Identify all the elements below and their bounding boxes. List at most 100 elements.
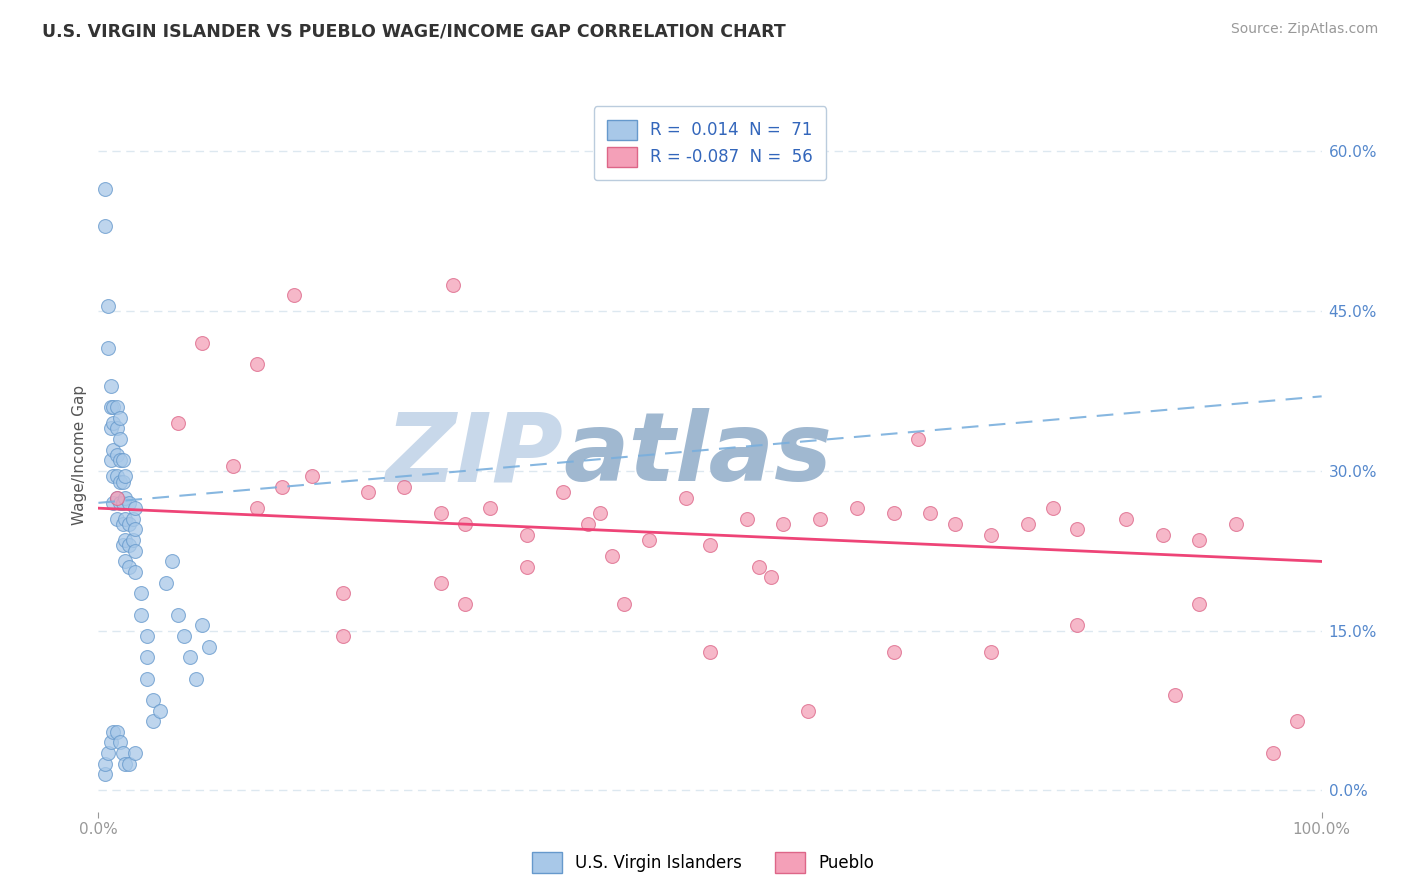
Point xyxy=(100,453,122,467)
Point xyxy=(105,400,128,414)
Point xyxy=(332,629,354,643)
Point xyxy=(761,570,783,584)
Point xyxy=(121,512,143,526)
Point xyxy=(110,735,132,749)
Point xyxy=(114,533,136,548)
Point xyxy=(1164,688,1187,702)
Point xyxy=(167,416,190,430)
Point xyxy=(600,549,623,563)
Point xyxy=(270,480,294,494)
Point xyxy=(101,400,124,414)
Point xyxy=(110,410,132,425)
Point xyxy=(129,607,152,622)
Point xyxy=(1066,618,1088,632)
Point xyxy=(1042,501,1064,516)
Point xyxy=(301,469,323,483)
Point xyxy=(110,496,132,510)
Point xyxy=(1286,714,1309,729)
Point xyxy=(111,538,134,552)
Point xyxy=(454,597,477,611)
Point xyxy=(160,554,183,568)
Point xyxy=(883,507,905,521)
Point xyxy=(430,507,453,521)
Point xyxy=(110,475,132,489)
Point xyxy=(478,501,501,516)
Text: Source: ZipAtlas.com: Source: ZipAtlas.com xyxy=(1230,22,1378,37)
Point xyxy=(589,507,612,521)
Point xyxy=(114,554,136,568)
Point xyxy=(111,496,134,510)
Point xyxy=(124,543,146,558)
Point xyxy=(980,645,1002,659)
Point xyxy=(186,672,208,686)
Text: U.S. VIRGIN ISLANDER VS PUEBLO WAGE/INCOME GAP CORRELATION CHART: U.S. VIRGIN ISLANDER VS PUEBLO WAGE/INCO… xyxy=(42,22,786,40)
Point xyxy=(110,432,132,446)
Point xyxy=(553,485,575,500)
Point xyxy=(124,746,146,760)
Point xyxy=(110,453,132,467)
Point xyxy=(121,533,143,548)
Point xyxy=(430,575,453,590)
Point xyxy=(943,517,966,532)
Point xyxy=(105,421,128,435)
Point xyxy=(797,704,820,718)
Point xyxy=(222,458,245,473)
Point xyxy=(100,735,122,749)
Point xyxy=(576,517,599,532)
Legend: R =  0.014  N =  71, R = -0.087  N =  56: R = 0.014 N = 71, R = -0.087 N = 56 xyxy=(593,106,827,180)
Legend: U.S. Virgin Islanders, Pueblo: U.S. Virgin Islanders, Pueblo xyxy=(524,846,882,880)
Point xyxy=(1261,746,1284,760)
Point xyxy=(97,746,120,760)
Text: ZIP: ZIP xyxy=(385,409,564,501)
Point xyxy=(97,299,120,313)
Point xyxy=(129,586,152,600)
Point xyxy=(246,501,269,516)
Point xyxy=(100,400,122,414)
Point xyxy=(735,512,758,526)
Point xyxy=(118,559,141,574)
Point xyxy=(101,469,124,483)
Point xyxy=(613,597,636,611)
Point xyxy=(883,645,905,659)
Point xyxy=(356,485,378,500)
Point xyxy=(114,512,136,526)
Point xyxy=(283,288,305,302)
Point xyxy=(197,640,219,654)
Point xyxy=(392,480,416,494)
Point xyxy=(105,724,128,739)
Point xyxy=(845,501,868,516)
Point xyxy=(748,559,770,574)
Point xyxy=(97,342,120,356)
Point xyxy=(93,219,115,233)
Point xyxy=(118,496,141,510)
Point xyxy=(124,565,146,579)
Point xyxy=(111,475,134,489)
Point xyxy=(105,469,128,483)
Point xyxy=(907,432,929,446)
Point xyxy=(111,453,134,467)
Point xyxy=(149,704,172,718)
Point xyxy=(772,517,794,532)
Point xyxy=(136,672,159,686)
Point xyxy=(101,442,124,457)
Point xyxy=(155,575,177,590)
Point xyxy=(118,756,141,771)
Point xyxy=(808,512,831,526)
Point xyxy=(920,507,942,521)
Point xyxy=(167,607,190,622)
Point xyxy=(118,538,141,552)
Point xyxy=(100,421,122,435)
Point xyxy=(638,533,661,548)
Point xyxy=(111,746,134,760)
Point xyxy=(191,618,214,632)
Point xyxy=(142,693,165,707)
Point xyxy=(105,512,128,526)
Point xyxy=(441,277,464,292)
Point xyxy=(111,517,134,532)
Point xyxy=(93,181,115,195)
Point xyxy=(136,650,159,665)
Point xyxy=(191,336,214,351)
Point xyxy=(515,559,537,574)
Point xyxy=(100,378,122,392)
Point xyxy=(1017,517,1039,532)
